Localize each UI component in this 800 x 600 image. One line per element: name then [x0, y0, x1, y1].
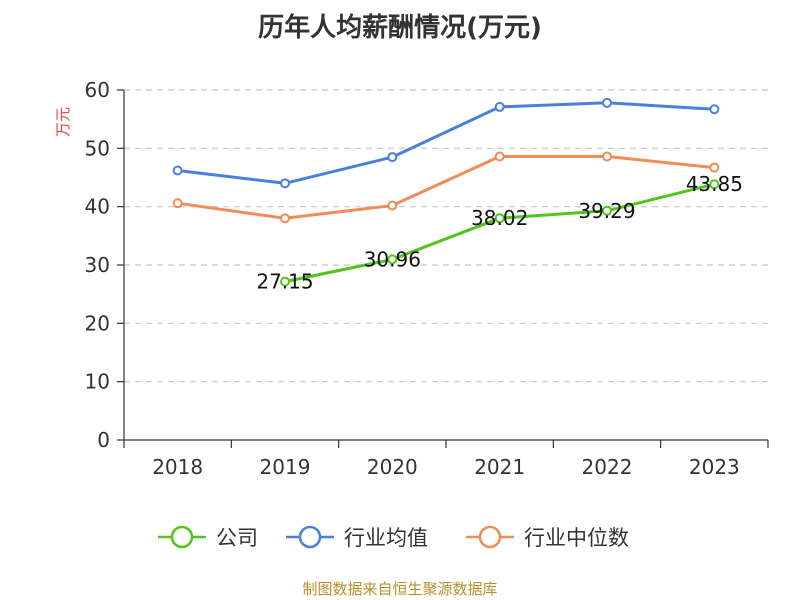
data-point[interactable] — [280, 276, 290, 287]
data-point[interactable] — [709, 104, 720, 115]
legend-item[interactable]: 行业中位数 — [466, 525, 629, 550]
y-tick-label: 40 — [85, 195, 110, 219]
y-tick-label: 20 — [85, 311, 110, 335]
source-note: 制图数据来自恒生聚源数据库 — [302, 580, 497, 598]
x-tick-label: 2020 — [367, 455, 418, 479]
x-tick-label: 2021 — [474, 455, 525, 479]
data-point[interactable] — [494, 101, 505, 112]
legend-label: 公司 — [216, 526, 258, 550]
data-point[interactable] — [387, 152, 398, 163]
y-tick-label: 50 — [85, 136, 110, 160]
data-point[interactable] — [280, 178, 290, 189]
series-group — [172, 97, 720, 287]
data-point[interactable] — [709, 179, 720, 190]
data-point[interactable] — [172, 198, 183, 209]
data-point[interactable] — [602, 97, 612, 108]
series-line — [284, 182, 715, 284]
legend-item[interactable]: 公司 — [158, 525, 258, 550]
data-point[interactable] — [387, 200, 398, 211]
data-point[interactable] — [280, 213, 290, 224]
legend[interactable]: 公司 行业均值 行业中位数 — [158, 525, 629, 550]
data-point[interactable] — [602, 205, 612, 216]
data-label: 43.85 — [686, 172, 743, 196]
legend-label: 行业均值 — [344, 526, 428, 550]
chart-title: 历年人均薪酬情况(万元) — [258, 12, 542, 43]
grid — [124, 89, 768, 383]
data-label: 39.29 — [578, 199, 635, 223]
data-point[interactable] — [602, 151, 612, 162]
data-point[interactable] — [494, 151, 505, 162]
series-line — [177, 101, 715, 185]
legend-marker — [170, 525, 194, 549]
data-label: 27.15 — [256, 270, 313, 294]
y-axis-label: 万元 — [54, 107, 72, 137]
x-tick-label: 2019 — [260, 455, 311, 479]
legend-marker — [478, 525, 502, 549]
series-line — [177, 155, 715, 220]
legend-label: 行业中位数 — [524, 526, 629, 550]
x-tick-label: 2023 — [689, 455, 740, 479]
data-labels: 27.15 30.96 38.02 39.29 43.85 — [256, 172, 743, 293]
data-point[interactable] — [709, 162, 720, 173]
x-tick-label: 2022 — [582, 455, 633, 479]
data-point[interactable] — [494, 213, 505, 224]
legend-item[interactable]: 行业均值 — [286, 525, 428, 550]
data-label: 30.96 — [364, 247, 421, 271]
data-point[interactable] — [172, 165, 183, 176]
y-tick-label: 10 — [85, 370, 110, 394]
axes: 0 10 20 30 40 50 60 2018 2019 2020 2021 2022 2023 — [85, 78, 769, 479]
x-tick-label: 2018 — [152, 455, 203, 479]
y-tick-label: 60 — [85, 78, 110, 102]
y-tick-label: 0 — [97, 428, 110, 452]
data-label: 38.02 — [471, 206, 528, 230]
legend-marker — [298, 525, 322, 549]
y-tick-label: 30 — [85, 253, 110, 277]
data-point[interactable] — [387, 254, 398, 265]
